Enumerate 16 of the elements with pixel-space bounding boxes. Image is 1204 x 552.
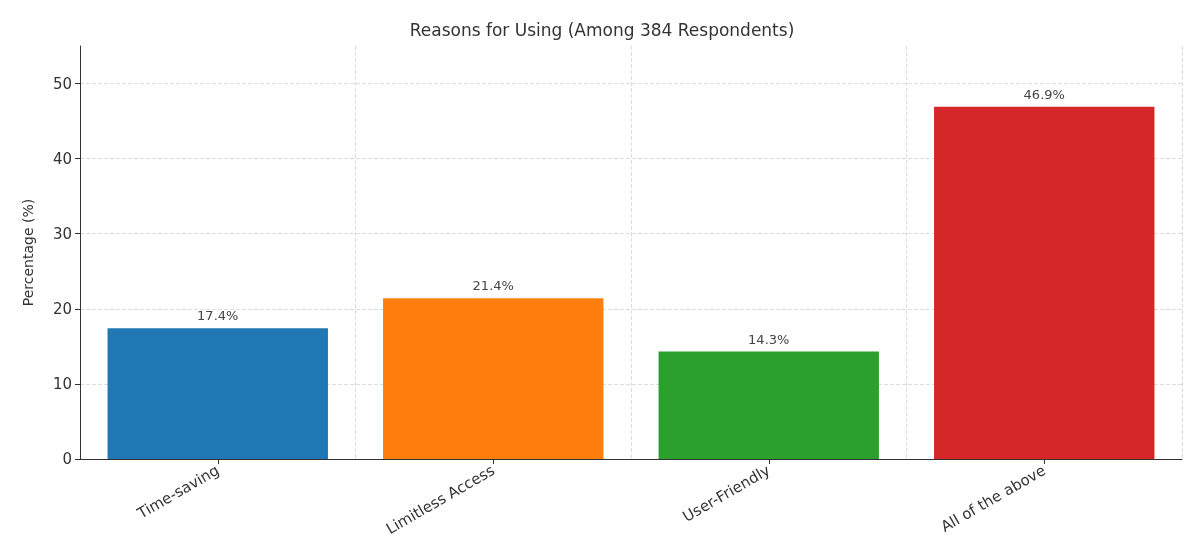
y-tick-label: 40 [52, 149, 72, 168]
data-label: 21.4% [472, 278, 514, 294]
y-axis-title: Percentage (%) [20, 198, 36, 307]
y-tick-label: 0 [62, 450, 72, 468]
bar [107, 328, 328, 459]
bar [658, 351, 879, 459]
bar [934, 106, 1155, 459]
y-tick-label: 50 [52, 74, 72, 93]
bar [383, 298, 604, 459]
y-tick-label: 20 [52, 299, 72, 318]
data-label: 46.9% [1023, 86, 1065, 102]
data-label: 14.3% [748, 331, 790, 347]
y-tick-label: 10 [52, 374, 72, 393]
data-label: 17.4% [197, 308, 239, 324]
chart-title: Reasons for Using (Among 384 Respondents) [409, 19, 795, 40]
y-tick-label: 30 [52, 224, 72, 243]
